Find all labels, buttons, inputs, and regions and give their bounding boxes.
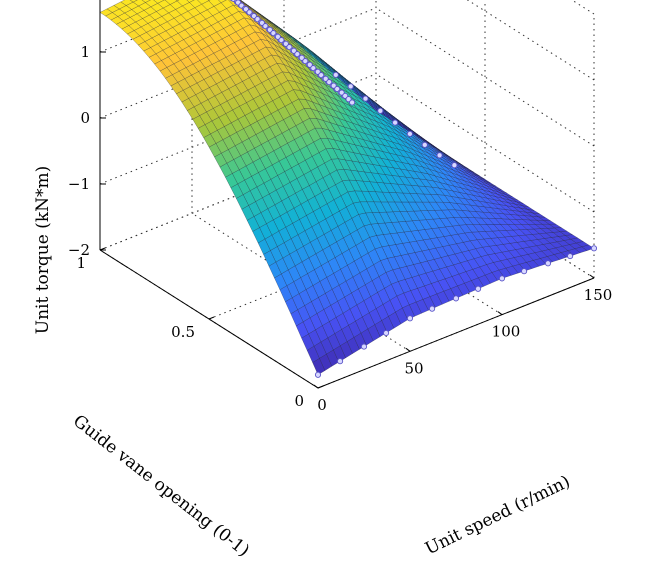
cluster-sample-point (349, 99, 356, 106)
cluster-sample-point (451, 162, 458, 169)
x-tick (497, 311, 503, 316)
gridline-right-z (375, 73, 595, 213)
surface-cell (99, 8, 113, 17)
gridline-floor-x (191, 212, 411, 352)
y-tick-label: 1 (76, 254, 86, 272)
edge-sample-point (337, 358, 344, 365)
cluster-sample-point (406, 130, 413, 137)
x-tick-label: 150 (584, 286, 613, 304)
x-tick-label: 0 (317, 396, 327, 414)
z-tick-label: 1 (80, 43, 90, 61)
y-tick-label: 0.5 (171, 323, 195, 341)
x-axis-label: Unit speed (r/min) (422, 472, 573, 559)
surface-cell (239, 0, 251, 8)
x-axis-line (317, 277, 595, 389)
edge-sample-point (475, 285, 482, 292)
cluster-sample-point (347, 83, 354, 90)
surface-cell (239, 0, 244, 3)
y-tick (99, 247, 106, 251)
cluster-sample-point (377, 107, 384, 114)
cluster-sample-point (392, 119, 399, 126)
x-tick-label: 50 (404, 359, 423, 377)
surface-cell (186, 0, 195, 3)
x-tick (589, 274, 595, 279)
x-tick (313, 384, 319, 389)
edge-sample-point (498, 275, 506, 282)
edge-sample-point (590, 245, 598, 252)
edge-sample-point (360, 343, 368, 350)
surface-cell (218, 0, 227, 3)
edge-sample-point (383, 329, 390, 337)
cluster-sample-point (436, 152, 443, 159)
z-tick-label: −1 (68, 175, 90, 193)
surface-cell (129, 0, 138, 3)
z-tick-label: −2 (68, 241, 90, 259)
gridline-right-z (375, 7, 595, 147)
edge-sample-point (567, 253, 574, 260)
z-tick-label: 0 (80, 109, 90, 127)
y-axis-label: Guide vane opening (0-1) (69, 411, 253, 561)
x-tick-label: 100 (492, 323, 521, 341)
edge-sample-point (452, 295, 460, 302)
edge-sample-point (406, 315, 414, 322)
gridline-right-z (466, 0, 595, 81)
y-tick (208, 316, 215, 320)
surface-cell (175, 0, 180, 2)
cluster-sample-point (362, 95, 369, 102)
y-tick-label: 0 (294, 392, 304, 410)
cluster-sample-point (332, 71, 339, 78)
edge-sample-point (544, 260, 552, 267)
sample-points (229, 0, 598, 378)
edge-sample-point (314, 371, 322, 378)
z-axis-label: Unit torque (kN*m) (33, 166, 53, 335)
surface-cell (141, 0, 151, 3)
x-tick (405, 347, 411, 352)
surface-cell (207, 0, 211, 1)
edge-sample-point (429, 305, 436, 312)
edge-sample-point (521, 268, 528, 275)
gridline-right-z (570, 0, 595, 15)
torque-surface (99, 0, 595, 376)
cluster-sample-point (421, 141, 428, 148)
